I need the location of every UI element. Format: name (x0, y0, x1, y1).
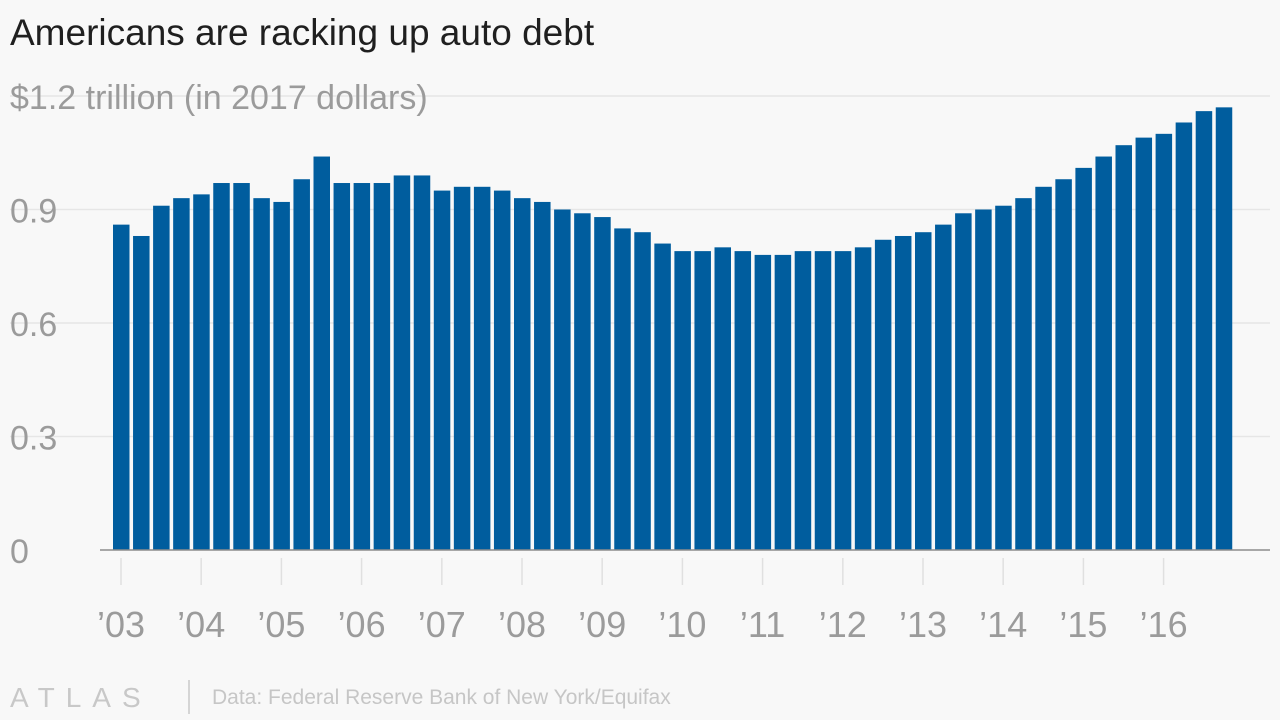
y-tick-label: 0.3 (10, 420, 57, 458)
bar[interactable] (373, 183, 391, 550)
bar[interactable] (1055, 179, 1072, 550)
bar[interactable] (1155, 133, 1173, 551)
bar[interactable] (393, 175, 411, 550)
bar[interactable] (153, 205, 170, 550)
bar[interactable] (193, 194, 210, 550)
bar[interactable] (935, 224, 952, 550)
bar[interactable] (253, 198, 270, 550)
bar[interactable] (173, 198, 190, 550)
bar[interactable] (814, 251, 832, 550)
x-tick-label: ’10 (658, 604, 706, 645)
x-tick-label: ’06 (338, 604, 386, 645)
bar[interactable] (794, 251, 812, 550)
bar[interactable] (433, 190, 451, 551)
bar[interactable] (874, 239, 892, 550)
x-tick-label: ’05 (257, 604, 305, 645)
x-tick-label: ’07 (418, 604, 466, 645)
x-tick-label: ’03 (97, 604, 145, 645)
bar[interactable] (493, 190, 511, 551)
y-tick-label: 0 (10, 533, 29, 571)
bar[interactable] (213, 183, 230, 550)
bar[interactable] (534, 201, 551, 550)
bar[interactable] (754, 254, 772, 550)
bar[interactable] (614, 228, 631, 550)
bar[interactable] (854, 247, 872, 551)
bar[interactable] (734, 251, 752, 550)
y-tick-label: 0.9 (10, 193, 57, 231)
bar[interactable] (694, 251, 711, 550)
bar[interactable] (1135, 137, 1153, 550)
unit-label: $1.2 trillion (in 2017 dollars) (10, 79, 428, 117)
x-tick-label: ’09 (578, 604, 626, 645)
bar[interactable] (514, 198, 531, 550)
x-tick-label: ’15 (1059, 604, 1107, 645)
footer-divider (188, 680, 190, 714)
bar[interactable] (915, 232, 932, 550)
bar[interactable] (574, 213, 591, 551)
bar[interactable] (1215, 107, 1233, 550)
bar[interactable] (133, 235, 150, 550)
bar[interactable] (1175, 122, 1193, 550)
y-axis-labels: 0 0.3 0.6 0.9 $1.2 trillion (in 2017 dollars… (10, 79, 428, 571)
bar[interactable] (834, 251, 852, 550)
bar[interactable] (473, 186, 491, 551)
chart-title: Americans are racking up auto debt (10, 12, 595, 53)
bar[interactable] (273, 201, 290, 550)
x-tick-label: ’13 (899, 604, 947, 645)
bar-chart: ’03 ’04 ’05 ’06 ’07 ’08 ’09 ’10 ’11 ’12 ’13 ’14 ’15 ’… (10, 79, 1270, 645)
bar[interactable] (654, 243, 671, 551)
bar[interactable] (975, 209, 992, 551)
x-axis: ’03 ’04 ’05 ’06 ’07 ’08 ’09 ’10 ’11 ’12 ’13 ’14 ’15 ’… (97, 549, 1270, 645)
bar[interactable] (774, 254, 792, 550)
bar[interactable] (674, 251, 691, 550)
bar[interactable] (554, 209, 571, 551)
source-note: Data: Federal Reserve Bank of New York/E… (212, 686, 671, 709)
y-tick-label: 0.6 (10, 306, 57, 344)
bar[interactable] (995, 205, 1012, 550)
bar[interactable] (1075, 167, 1092, 550)
bar[interactable] (313, 156, 331, 551)
x-tick-label: ’11 (740, 604, 785, 645)
bar[interactable] (1035, 186, 1052, 551)
bar[interactable] (453, 186, 471, 551)
bar[interactable] (955, 213, 972, 551)
x-tick-label: ’12 (819, 604, 867, 645)
footer: ATLAS Data: Federal Reserve Bank of New … (0, 676, 900, 716)
bars (113, 107, 1233, 551)
bar[interactable] (594, 217, 611, 551)
x-tick-label: ’16 (1140, 604, 1188, 645)
atlas-logo[interactable]: ATLAS (10, 682, 152, 713)
bar[interactable] (634, 232, 651, 550)
bar[interactable] (233, 183, 250, 550)
bar[interactable] (113, 224, 130, 550)
bar[interactable] (353, 183, 371, 550)
bar[interactable] (1015, 198, 1032, 550)
bar[interactable] (894, 235, 912, 550)
bar[interactable] (1195, 111, 1213, 550)
bar[interactable] (333, 183, 351, 550)
bar[interactable] (1115, 145, 1133, 550)
x-tick-label: ’14 (979, 604, 1027, 645)
x-tick-label: ’08 (498, 604, 546, 645)
bar[interactable] (1095, 156, 1112, 551)
bar[interactable] (413, 175, 431, 550)
bar[interactable] (714, 247, 732, 551)
bar[interactable] (293, 179, 310, 550)
x-tick-label: ’04 (177, 604, 225, 645)
